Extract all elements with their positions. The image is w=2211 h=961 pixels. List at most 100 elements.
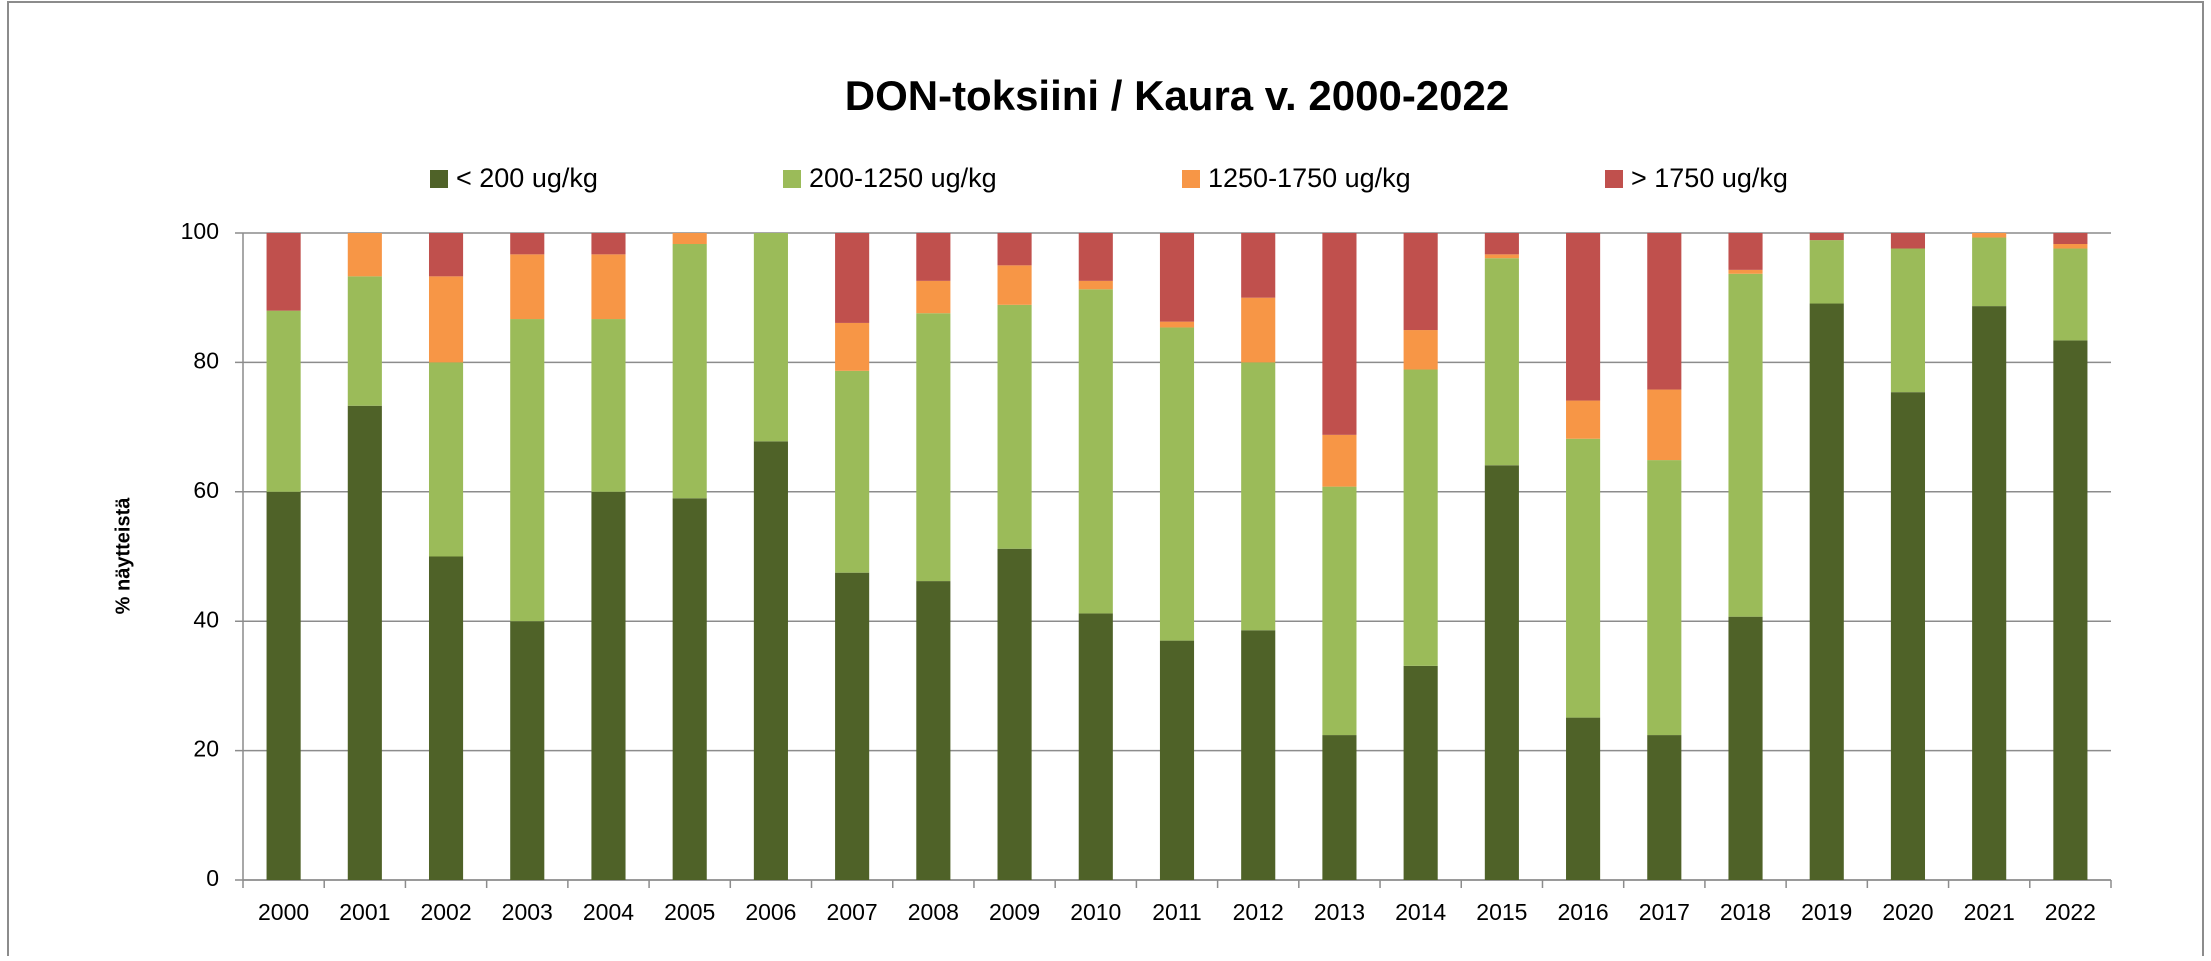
bar-segment xyxy=(266,233,301,311)
x-tick-label: 2004 xyxy=(583,899,634,925)
x-tick-label: 2009 xyxy=(989,899,1040,925)
bar-segment xyxy=(428,233,464,277)
bar-segment xyxy=(510,233,545,255)
bar-segment xyxy=(1159,233,1195,322)
bar-segment xyxy=(835,572,870,880)
bar-segment xyxy=(1566,717,1601,880)
bar-segment xyxy=(1972,306,2007,881)
bar-segment xyxy=(428,276,464,363)
x-tick-label: 2008 xyxy=(908,899,959,925)
x-tick-label: 2002 xyxy=(420,899,471,925)
bar-segment xyxy=(672,243,707,499)
bar-segment xyxy=(2053,233,2088,244)
bar-segment xyxy=(1403,330,1438,370)
bar-segment xyxy=(1159,327,1195,641)
bar-segment xyxy=(591,233,626,255)
bar-segment xyxy=(2053,340,2088,881)
x-tick-label: 2010 xyxy=(1070,899,1121,925)
bar-segment xyxy=(672,233,707,244)
x-tick-label: 2013 xyxy=(1314,899,1365,925)
x-tick-label: 2022 xyxy=(2045,899,2096,925)
bar-segment xyxy=(347,233,382,277)
bar-segment xyxy=(1484,254,1519,259)
bar-segment xyxy=(1241,233,1276,298)
x-tick-label: 2015 xyxy=(1476,899,1527,925)
bar-segment xyxy=(591,254,626,320)
bar-segment xyxy=(266,310,301,492)
bar-segment xyxy=(1972,237,2007,307)
bar-segment xyxy=(1890,392,1926,880)
legend-swatch xyxy=(1605,170,1623,188)
legend-swatch xyxy=(430,170,448,188)
y-tick-label: 100 xyxy=(181,218,219,244)
bar-segment xyxy=(2053,248,2088,341)
x-tick-label: 2006 xyxy=(745,899,796,925)
bar-segment xyxy=(1647,460,1682,736)
y-tick-label: 80 xyxy=(193,347,219,373)
bar-segment xyxy=(1566,438,1601,718)
bar-segment xyxy=(1078,233,1113,281)
bar-segment xyxy=(347,405,382,880)
bar-segment xyxy=(1159,640,1195,880)
bar-segment xyxy=(1484,258,1519,466)
chart-title: DON-toksiini / Kaura v. 2000-2022 xyxy=(845,72,1510,119)
bar-segment xyxy=(428,362,464,557)
y-tick-label: 60 xyxy=(193,477,219,503)
y-tick-label: 20 xyxy=(193,736,219,762)
bar-segment xyxy=(1159,321,1195,328)
bar-segment xyxy=(591,319,626,492)
bar-segment xyxy=(428,556,464,880)
bar-segment xyxy=(997,304,1032,549)
bar-segment xyxy=(916,313,951,582)
x-tick-label: 2011 xyxy=(1152,899,1201,925)
y-tick-label: 40 xyxy=(193,606,219,632)
bar-segment xyxy=(1484,233,1519,255)
bar-segment xyxy=(1809,233,1844,241)
bar-segment xyxy=(1078,613,1113,880)
bar-segment xyxy=(1322,434,1357,487)
y-axis-label: % näytteistä xyxy=(112,497,134,615)
x-tick-label: 2005 xyxy=(664,899,715,925)
legend-label: 200-1250 ug/kg xyxy=(809,163,997,193)
bar-segment xyxy=(1078,280,1113,290)
bar-segment xyxy=(510,319,545,622)
bar-segment xyxy=(1728,616,1763,880)
bar-segment xyxy=(1890,233,1926,249)
x-tick-label: 2012 xyxy=(1233,899,1284,925)
bar-segment xyxy=(510,621,545,880)
bar-segment xyxy=(266,491,301,880)
x-tick-label: 2019 xyxy=(1801,899,1852,925)
bar-segment xyxy=(1809,240,1844,304)
bar-segment xyxy=(835,322,870,371)
bar-segment xyxy=(1241,630,1276,880)
bar-segment xyxy=(1484,465,1519,880)
bar-segment xyxy=(1078,289,1113,614)
bar-segment xyxy=(997,265,1032,305)
bar-segment xyxy=(1890,248,1926,393)
bar-segment xyxy=(1972,233,2007,238)
bar-segment xyxy=(1322,233,1357,435)
bar-segment xyxy=(916,233,951,281)
bar-segment xyxy=(997,548,1032,880)
bar-segment xyxy=(672,498,707,880)
bar-segment xyxy=(1566,233,1601,401)
legend-swatch xyxy=(1182,170,1200,188)
bar-segment xyxy=(1403,369,1438,666)
bar-segment xyxy=(2053,243,2088,249)
legend-swatch xyxy=(783,170,801,188)
x-tick-label: 2003 xyxy=(502,899,553,925)
x-tick-label: 2007 xyxy=(827,899,878,925)
bar-segment xyxy=(1647,389,1682,461)
bar-segment xyxy=(510,254,545,320)
bar-segment xyxy=(1647,233,1682,390)
x-tick-label: 2016 xyxy=(1558,899,1609,925)
x-tick-label: 2017 xyxy=(1639,899,1690,925)
bar-segment xyxy=(835,370,870,573)
bar-segment xyxy=(1566,400,1601,439)
bar-segment xyxy=(753,233,788,442)
bar-segment xyxy=(1647,735,1682,880)
bar-segment xyxy=(1403,233,1438,331)
bar-segment xyxy=(1403,665,1438,880)
legend-label: < 200 ug/kg xyxy=(456,163,598,193)
